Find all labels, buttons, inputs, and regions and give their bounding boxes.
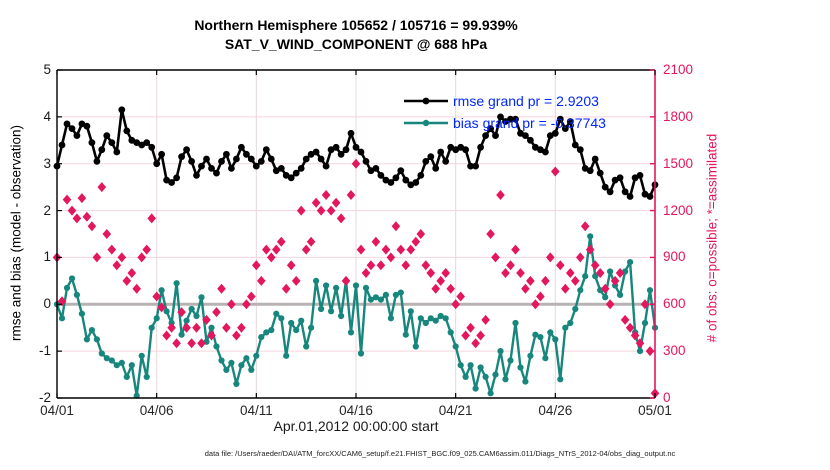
y-left-tick-label: -2 xyxy=(38,390,51,405)
legend-label-rmse: rmse grand pr = 2.9203 xyxy=(453,93,599,109)
y-left-tick-label: 0 xyxy=(43,296,51,312)
plot-border xyxy=(56,69,656,399)
chart-title-line1: Northern Hemisphere 105652 / 105716 = 99… xyxy=(194,17,518,33)
legend-item-rmse: rmse grand pr = 2.9203 xyxy=(403,90,606,112)
chart-title-line2: SAT_V_WIND_COMPONENT @ 688 hPa xyxy=(224,36,488,52)
rmse-series xyxy=(53,106,659,200)
y-right-tick-label: 1500 xyxy=(663,155,694,171)
rmse-line-marker-icon xyxy=(404,97,448,105)
legend-item-bias: bias grand pr = -0.37743 xyxy=(403,112,606,134)
y-left-tick-label: 4 xyxy=(43,108,51,124)
x-tick-label: 04/26 xyxy=(538,403,573,418)
y-right-tick-label: 600 xyxy=(663,296,686,312)
y-right-tick-label: 1200 xyxy=(663,202,694,218)
legend-label-bias: bias grand pr = -0.37743 xyxy=(453,115,606,131)
x-tick-label: 04/11 xyxy=(239,403,273,418)
y-left-tick-label: 2 xyxy=(43,202,51,218)
bias-series xyxy=(53,233,659,399)
y-left-tick-label: 1 xyxy=(43,249,51,265)
y-left-tick-label: -1 xyxy=(38,343,51,359)
x-tick-label: 04/21 xyxy=(438,403,473,418)
x-axis-label: Apr.01,2012 00:00:00 start xyxy=(273,418,439,434)
x-tick-label: 04/16 xyxy=(339,403,373,418)
y-left-tick-label: 3 xyxy=(43,155,51,171)
x-tick-label: 05/01 xyxy=(638,403,672,418)
legend: rmse grand pr = 2.9203 bias grand pr = -… xyxy=(403,90,606,134)
y-right-tick-label: 900 xyxy=(663,249,686,265)
x-tick-label: 04/01 xyxy=(40,403,74,418)
bias-line-marker-icon xyxy=(404,119,448,127)
y-right-tick-label: 1800 xyxy=(663,108,694,124)
y-right-tick-label: 2100 xyxy=(663,62,694,77)
y-right-tick-label: 300 xyxy=(663,343,686,359)
x-tick-label: 04/06 xyxy=(139,403,174,418)
y-right-tick-label: 0 xyxy=(663,390,671,405)
y-left-tick-label: 5 xyxy=(43,62,51,77)
obs-count-markers xyxy=(52,158,660,399)
data-file-path: data file: /Users/raeder/DAI/ATM_forcXX/… xyxy=(204,449,676,458)
